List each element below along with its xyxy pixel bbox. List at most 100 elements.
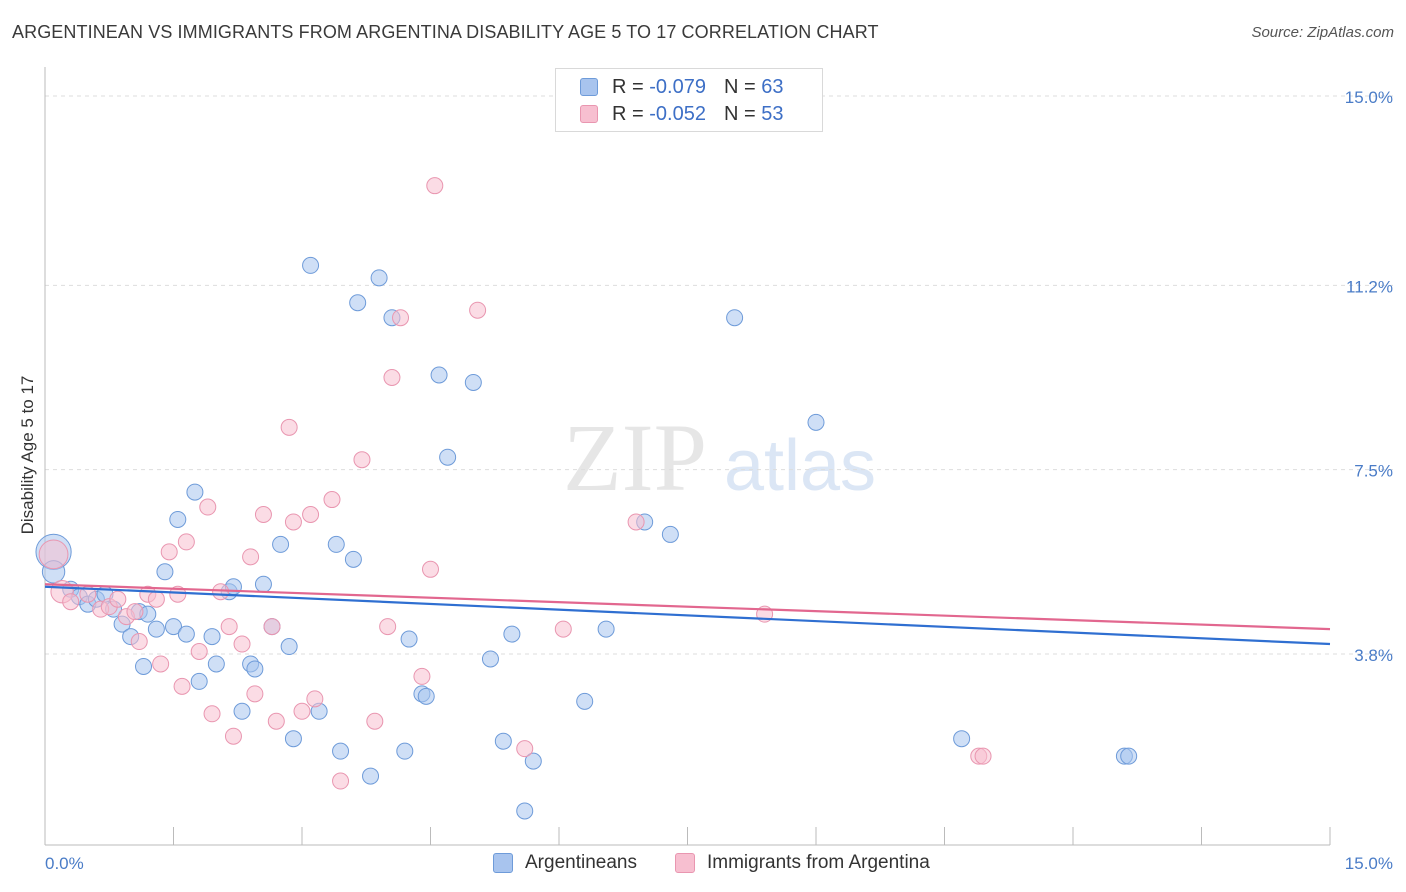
trendline-immigrants <box>44 583 1331 631</box>
point-argentineans <box>203 628 221 646</box>
point-immigrants <box>284 513 302 531</box>
point-argentineans <box>439 448 457 466</box>
point-immigrants <box>974 747 992 765</box>
point-argentineans <box>807 413 825 431</box>
legend-r-value: -0.079 <box>649 75 706 98</box>
point-argentineans <box>284 730 302 748</box>
chart-title: ARGENTINEAN VS IMMIGRANTS FROM ARGENTINA… <box>12 22 879 42</box>
point-argentineans <box>327 535 345 553</box>
point-immigrants <box>233 635 251 653</box>
point-argentineans <box>280 638 298 656</box>
y-tick-label: 3.8% <box>1354 646 1393 665</box>
point-argentineans <box>186 483 204 501</box>
point-argentineans <box>524 752 542 770</box>
point-immigrants <box>263 618 281 636</box>
point-immigrants <box>169 585 187 603</box>
point-immigrants <box>554 620 572 638</box>
point-immigrants <box>323 491 341 509</box>
point-argentineans <box>207 655 225 673</box>
legend-swatch-blue <box>493 853 513 873</box>
point-argentineans <box>726 309 744 327</box>
y-tick-label: 15.0% <box>1345 88 1393 107</box>
point-immigrants <box>353 451 371 469</box>
point-immigrants <box>246 685 264 703</box>
point-immigrants <box>130 633 148 651</box>
point-argentineans <box>576 692 594 710</box>
point-immigrants <box>109 590 127 608</box>
point-argentineans <box>481 650 499 668</box>
point-argentineans <box>165 618 182 636</box>
point-argentineans <box>396 742 414 760</box>
source-label: Source: ZipAtlas.com <box>1251 24 1394 41</box>
point-immigrants <box>366 712 384 730</box>
legend-row-argentineans: R = -0.079 N = 63 <box>580 75 783 99</box>
stats-legend: R = -0.079 N = 63 R = -0.052 N = 53 <box>555 68 823 132</box>
point-argentineans <box>494 732 512 750</box>
point-immigrants <box>203 705 221 723</box>
legend-n-value: 63 <box>761 75 784 98</box>
point-argentineans <box>362 767 380 785</box>
watermark-zip: ZIP <box>563 404 707 511</box>
point-immigrants <box>190 643 208 661</box>
point-immigrants <box>173 677 191 695</box>
point-immigrants <box>469 301 487 319</box>
watermark-atlas: atlas <box>724 426 876 506</box>
trendline-argentineans <box>44 585 1331 646</box>
point-immigrants <box>379 618 397 636</box>
point-immigrants <box>62 593 80 611</box>
point-argentineans <box>254 575 272 593</box>
y-tick-label: 7.5% <box>1354 462 1393 481</box>
point-immigrants <box>392 309 410 327</box>
point-argentineans <box>661 525 679 543</box>
point-argentineans <box>177 625 195 643</box>
legend-item-immigrants[interactable]: Immigrants from Argentina <box>675 852 930 874</box>
legend-label: Argentineans <box>525 852 637 873</box>
point-argentineans <box>516 802 534 820</box>
y-tick-label: 11.2% <box>1346 277 1393 296</box>
point-immigrants <box>160 543 178 561</box>
point-argentineans <box>344 550 362 568</box>
point-immigrants <box>280 418 298 436</box>
point-immigrants <box>177 533 195 551</box>
point-argentineans <box>302 256 320 274</box>
point-argentineans <box>953 730 971 748</box>
point-argentineans <box>233 702 251 720</box>
point-immigrants <box>293 702 311 720</box>
series-legend: Argentineans Immigrants from Argentina <box>0 852 1406 876</box>
point-argentineans <box>135 657 153 675</box>
legend-r-value: -0.052 <box>649 102 706 125</box>
legend-n-value: 53 <box>761 102 784 125</box>
legend-r-label: R = <box>612 75 644 98</box>
legend-n-label: N = <box>723 102 756 125</box>
legend-r-label: R = <box>612 102 644 125</box>
point-argentineans <box>332 742 350 760</box>
legend-n-label: N = <box>723 75 756 98</box>
point-immigrants <box>627 513 645 531</box>
point-immigrants <box>126 603 144 621</box>
x-tick-label: 15.0% <box>1345 854 1393 873</box>
point-argentineans <box>246 660 264 678</box>
point-argentineans <box>156 563 174 581</box>
point-argentineans <box>597 620 615 638</box>
point-immigrants <box>306 690 324 708</box>
point-argentineans <box>503 625 521 643</box>
point-argentineans <box>169 510 187 528</box>
point-immigrants <box>224 727 242 745</box>
point-argentineans <box>430 366 448 384</box>
point-immigrants <box>38 539 69 570</box>
point-immigrants <box>422 560 439 578</box>
point-argentineans <box>190 672 208 690</box>
point-immigrants <box>212 583 230 601</box>
legend-item-argentineans[interactable]: Argentineans <box>493 852 637 874</box>
point-argentineans <box>400 630 418 648</box>
point-immigrants <box>152 655 170 673</box>
legend-swatch-blue <box>580 78 598 96</box>
point-argentineans <box>272 535 290 553</box>
point-immigrants <box>383 368 401 386</box>
point-immigrants <box>199 498 217 516</box>
point-argentineans <box>464 373 482 391</box>
point-immigrants <box>413 667 431 685</box>
point-argentineans <box>370 269 388 287</box>
point-immigrants <box>516 740 534 758</box>
point-immigrants <box>332 772 350 790</box>
